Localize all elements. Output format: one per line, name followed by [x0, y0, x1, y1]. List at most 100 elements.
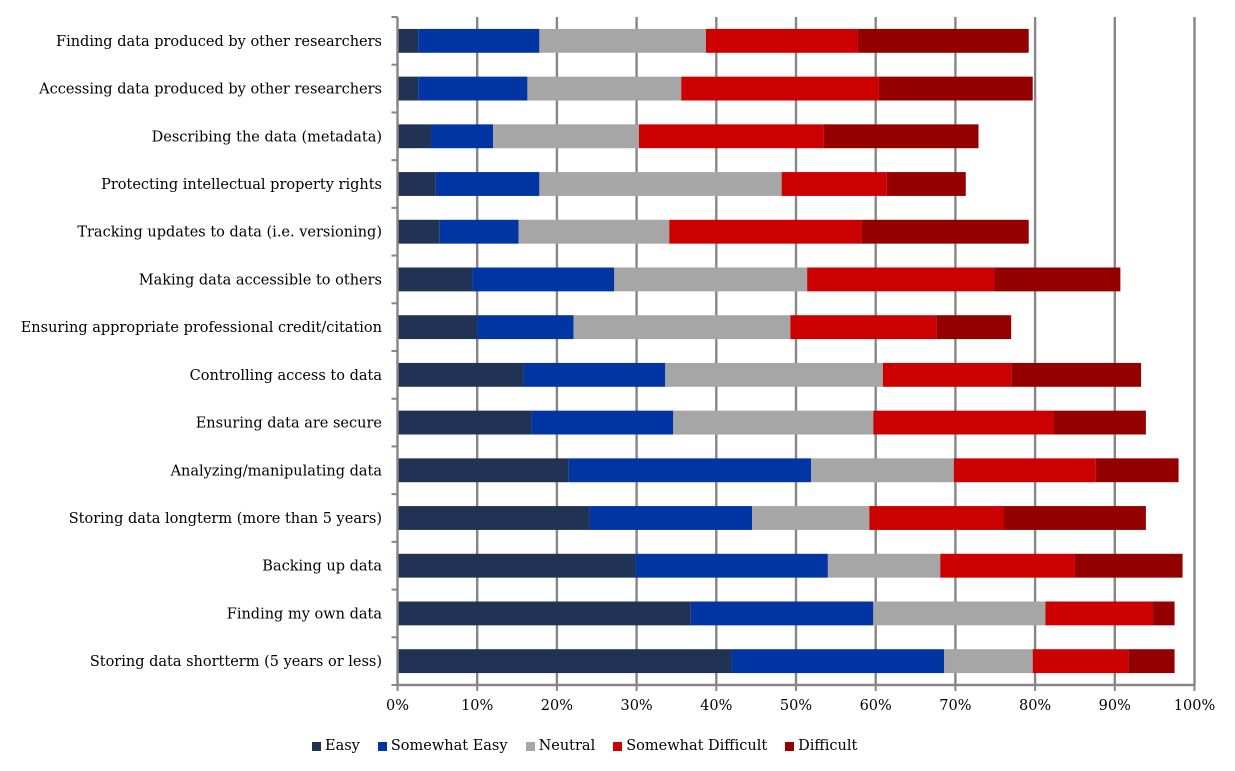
legend-label: Difficult — [798, 738, 858, 754]
bar-segment-somewhat-easy — [435, 172, 540, 196]
bar-segment-easy — [397, 172, 436, 196]
bars — [397, 28, 1183, 674]
bar-row — [397, 649, 1175, 674]
bar-segment-somewhat-difficult — [1045, 601, 1154, 626]
bar-row — [397, 219, 1029, 244]
x-tick-label: 70% — [939, 698, 971, 714]
bar-segment-easy — [397, 601, 691, 626]
bar-segment-difficult — [1074, 553, 1183, 578]
bar-row — [397, 76, 1033, 101]
bar-segment-difficult — [823, 124, 979, 149]
category-label: Accessing data produced by other researc… — [38, 82, 382, 98]
bar-segment-somewhat-easy — [477, 315, 574, 340]
legend-label: Neutral — [538, 738, 596, 754]
legend-item: Neutral — [525, 738, 596, 754]
legend-item: Difficult — [785, 738, 857, 754]
x-tick-label: 100% — [1174, 698, 1215, 714]
category-label: Ensuring appropriate professional credit… — [21, 320, 382, 336]
bar-segment-difficult — [1053, 410, 1146, 435]
bar-row — [397, 601, 1175, 626]
bar-segment-somewhat-difficult — [669, 219, 862, 244]
bar-segment-difficult — [1004, 506, 1146, 530]
bar-segment-somewhat-difficult — [705, 28, 858, 53]
bar-segment-difficult — [1153, 601, 1175, 626]
legend-swatch — [377, 741, 387, 751]
bar-segment-neutral — [673, 410, 874, 435]
bar-segment-easy — [397, 76, 419, 101]
bar-segment-neutral — [752, 506, 870, 530]
bar-segment-difficult — [1011, 362, 1142, 387]
bar-segment-neutral — [873, 601, 1046, 626]
legend-swatch — [785, 741, 795, 751]
bar-segment-neutral — [493, 124, 639, 149]
bar-segment-easy — [397, 315, 478, 340]
bar-segment-neutral — [827, 553, 941, 578]
legend-label: Easy — [325, 738, 360, 754]
bar-segment-somewhat-easy — [635, 553, 828, 578]
x-tick-label: 60% — [860, 698, 892, 714]
bar-segment-somewhat-easy — [589, 506, 753, 530]
bar-segment-somewhat-difficult — [781, 172, 887, 196]
category-label: Ensuring data are secure — [196, 416, 382, 432]
bar-segment-easy — [397, 410, 532, 435]
category-label: Tracking updates to data (i.e. versionin… — [77, 225, 382, 241]
category-label: Storing data longterm (more than 5 years… — [69, 511, 382, 527]
bar-segment-somewhat-easy — [430, 124, 494, 149]
bar-segment-somewhat-easy — [418, 76, 528, 101]
bar-segment-somewhat-difficult — [807, 267, 995, 292]
bar-segment-somewhat-difficult — [940, 553, 1075, 578]
bar-segment-somewhat-difficult — [873, 410, 1054, 435]
bar-segment-somewhat-easy — [439, 219, 519, 244]
bar-segment-neutral — [527, 76, 682, 101]
bar-row — [397, 362, 1142, 387]
category-labels: Finding data produced by other researche… — [21, 34, 383, 670]
bar-segment-easy — [397, 28, 419, 53]
bar-segment-neutral — [944, 649, 1033, 674]
bar-segment-somewhat-difficult — [869, 506, 1005, 530]
category-label: Finding data produced by other researche… — [56, 34, 382, 50]
x-tick-label: 10% — [461, 698, 493, 714]
category-label: Controlling access to data — [190, 368, 383, 384]
bar-segment-neutral — [539, 172, 782, 196]
bar-row — [397, 410, 1146, 435]
bar-segment-easy — [397, 267, 473, 292]
bar-segment-neutral — [539, 28, 706, 53]
x-tick-labels: 0% 10% 20% 30% 40% 50% 60% 70% 80% 90% 100% — [386, 698, 1215, 714]
legend-item: Somewhat Difficult — [613, 738, 767, 754]
bar-row — [397, 267, 1121, 292]
legend-item: Easy — [312, 738, 360, 754]
bar-row — [397, 458, 1179, 483]
bar-segment-somewhat-difficult — [882, 362, 1012, 387]
bar-segment-somewhat-difficult — [638, 124, 824, 149]
category-label: Backing up data — [262, 559, 382, 575]
gridlines — [476, 17, 1196, 685]
bar-segment-somewhat-easy — [531, 410, 674, 435]
bar-segment-difficult — [936, 315, 1012, 340]
bar-segment-somewhat-difficult — [953, 458, 1096, 483]
bar-segment-somewhat-difficult — [790, 315, 937, 340]
category-label: Describing the data (metadata) — [152, 129, 382, 145]
bar-segment-somewhat-easy — [568, 458, 812, 483]
x-tick-label: 50% — [780, 698, 812, 714]
bar-row — [397, 172, 966, 196]
bar-row — [397, 506, 1146, 530]
axes — [391, 16, 1196, 691]
bar-segment-difficult — [878, 76, 1033, 101]
x-tick-label: 20% — [541, 698, 573, 714]
legend-label: Somewhat Easy — [390, 738, 508, 754]
bar-segment-neutral — [665, 362, 883, 387]
bar-row — [397, 28, 1029, 53]
legend-swatch — [312, 741, 321, 751]
bar-segment-somewhat-easy — [418, 28, 540, 53]
bar-segment-easy — [397, 553, 636, 578]
bar-segment-somewhat-difficult — [681, 76, 879, 101]
bar-segment-difficult — [861, 219, 1029, 244]
bar-segment-difficult — [1128, 649, 1175, 674]
x-tick-label: 0% — [386, 698, 409, 714]
x-tick-label: 80% — [1019, 698, 1051, 714]
category-label: Analyzing/manipulating data — [170, 463, 383, 479]
bar-segment-difficult — [857, 28, 1029, 53]
bar-segment-neutral — [614, 267, 808, 292]
bar-segment-difficult — [994, 267, 1121, 292]
